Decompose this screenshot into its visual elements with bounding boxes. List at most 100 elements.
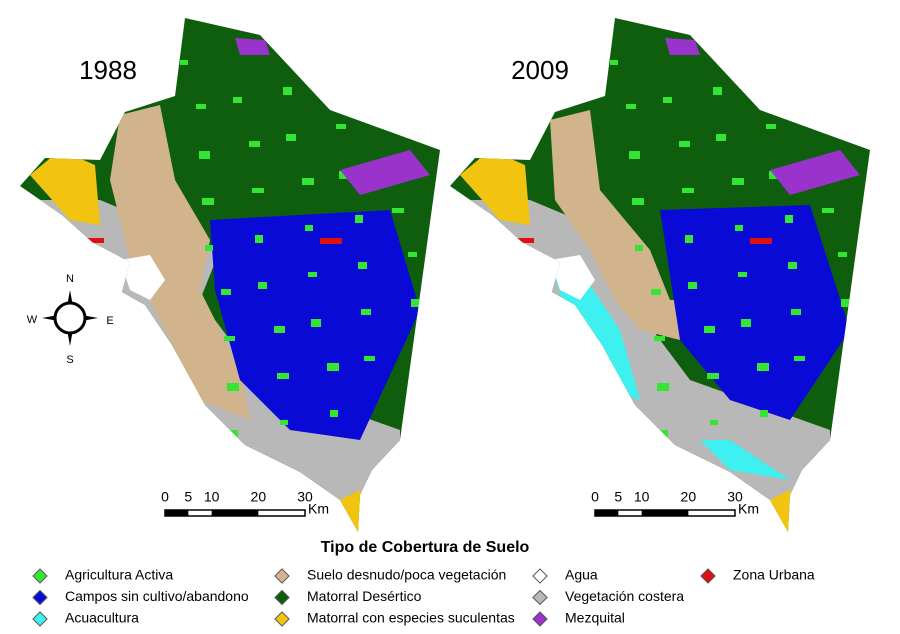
scale-label: 20 [681,489,697,505]
cover-agri [358,262,367,269]
cover-fallow [660,205,850,420]
cover-agri [651,289,661,295]
cover-agri [688,282,697,289]
cover-agri [660,430,668,437]
cover-agri [791,309,801,315]
cover-agri [274,326,285,333]
cover-agri [679,141,690,147]
cover-agri [224,336,235,341]
scale-unit: Km [308,501,329,517]
legend-label: Agricultura Activa [65,567,173,583]
cover-agri [196,104,206,109]
cover-agri [202,198,214,205]
cover-agri [713,87,722,95]
cover-agri [822,208,834,213]
cover-agri [383,67,392,75]
compass-label: N [66,273,74,285]
cover-agri [635,245,643,251]
cover-agri [794,356,805,361]
cover-agri [757,363,769,371]
scale-segment [641,510,689,516]
cover-urban [750,238,772,244]
cover-agri [180,60,188,65]
cover-agri [252,188,264,193]
legend-swatch [274,589,290,606]
cover-agri [632,198,644,205]
cover-agri [738,272,747,277]
cover-mesquite [665,38,700,55]
cover-mesquite [235,38,270,55]
cover-agri [710,420,718,425]
legend-swatch [700,568,716,584]
cover-agri [766,124,776,129]
cover-water [120,255,165,300]
legend-label: Matorral con especies suculentas [307,610,515,626]
cover-agri [654,336,665,341]
legend-swatch [32,568,48,584]
cover-agri [663,97,672,103]
cover-agri [741,319,751,327]
cover-agri [411,299,421,307]
cover-aqua [550,265,640,400]
cover-agri [844,346,855,353]
cover-water [550,255,595,300]
cover-agri [355,215,363,223]
cover-agri [333,77,342,83]
legend-label: Acuacultura [65,610,139,626]
cover-agri [286,134,296,141]
cover-agri [417,393,429,399]
cover-agri [392,208,404,213]
cover-agri [364,356,375,361]
cover-agri [732,178,744,185]
legend-swatch [274,611,290,627]
cover-agri [657,383,669,391]
cover-agri [716,134,726,141]
compass: N S W E [27,273,114,366]
cover-agri [255,235,263,243]
cover-agri [230,430,238,437]
legend-label: Campos sin cultivo/abandono [65,588,249,604]
cover-agri [813,67,822,75]
cover-urban [84,238,104,243]
cover-agri [682,188,694,193]
cover-mesquite [340,150,430,195]
cover-bare [110,105,250,420]
map-2009 [450,18,870,532]
land-cover [450,18,870,532]
legend-swatch [532,568,548,584]
scale-segment [211,510,259,516]
cover-agri [199,151,210,159]
scale-unit: Km [738,501,759,517]
cover-urban [320,238,342,244]
scale-segment [165,510,189,516]
scale-label: 5 [184,489,192,505]
cover-agri [408,252,417,257]
cover-agri [330,410,338,417]
legend-label: Suelo desnudo/poca vegetación [307,567,506,583]
cover-agri [249,141,260,147]
scale-label: 10 [204,489,220,505]
scale-label: 0 [591,489,599,505]
cover-agri [386,114,396,121]
cover-agri [305,225,313,231]
cover-aqua [700,440,790,480]
cover-bare [550,110,730,340]
cover-mesquite [770,150,860,195]
cover-agri [280,420,288,425]
map-year: 1988 [79,55,137,85]
cover-succulent [30,150,100,225]
scale-segment [595,510,619,516]
cover-agri [233,97,242,103]
cover-agri [302,178,314,185]
cover-agri [763,77,772,83]
legend-label: Vegetación costera [565,588,684,604]
legend-swatch [32,611,48,627]
cover-agri [258,282,267,289]
scale-label: 0 [161,489,169,505]
compass-label: S [66,354,73,366]
cover-agri [277,373,289,379]
legend-swatch [32,589,48,606]
cover-urban [514,238,534,243]
scale-label: 30 [727,489,743,505]
